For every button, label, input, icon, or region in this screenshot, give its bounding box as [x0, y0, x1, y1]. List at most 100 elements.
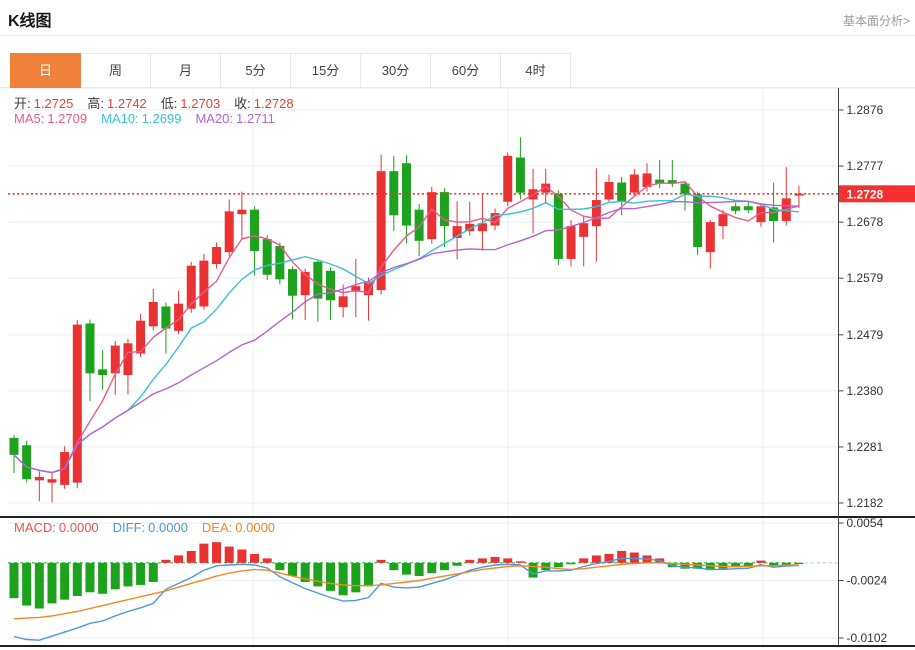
candle: [617, 182, 627, 202]
macd-bar: [756, 560, 766, 563]
ohlc-legend: 开: 1.2725 高: 1.2742 低: 1.2703 收: 1.2728: [14, 93, 308, 112]
candle: [490, 213, 500, 226]
candle: [680, 183, 690, 194]
macd-bar: [591, 555, 601, 563]
macd-bar: [338, 562, 348, 596]
tab-4时[interactable]: 4时: [501, 53, 571, 88]
price-axis-label: 1.2380: [847, 384, 884, 398]
macd-bar: [604, 553, 614, 563]
tab-周[interactable]: 周: [81, 53, 151, 88]
macd-bar: [769, 562, 779, 566]
macd-axis-label: -0.0024: [847, 574, 888, 588]
candle: [439, 192, 449, 227]
macd-bar: [288, 562, 298, 577]
macd-bar: [123, 562, 133, 587]
macd-bar: [579, 558, 589, 563]
ma5-line: [13, 181, 800, 474]
candle: [465, 223, 475, 232]
fundamental-analysis-link[interactable]: 基本面分析>: [842, 14, 910, 28]
price-axis-label: 1.2777: [847, 159, 884, 173]
tab-5分[interactable]: 5分: [221, 53, 291, 88]
macd-bar: [553, 562, 563, 568]
macd-bar: [262, 558, 272, 563]
macd-bar: [363, 562, 373, 587]
topbar: K线图 基本面分析>: [0, 0, 915, 35]
macd-bar: [161, 559, 171, 563]
macd-bar: [186, 551, 196, 563]
candle: [667, 180, 677, 184]
candle: [199, 260, 209, 307]
macd-bar: [199, 543, 209, 563]
macd-bar: [414, 562, 424, 577]
candle: [136, 320, 146, 354]
price-axis-label: 1.2876: [847, 103, 884, 117]
interval-tabs: 日周月 5分 15分 30分 60分 4时: [10, 53, 571, 88]
macd-bar: [541, 562, 551, 571]
price-axis-label: 1.2479: [847, 328, 884, 342]
candle: [553, 193, 563, 259]
macd-bar: [401, 562, 411, 575]
candle: [262, 239, 272, 275]
candle: [503, 155, 513, 202]
candle: [769, 207, 779, 221]
candle: [174, 303, 184, 331]
macd-bar: [667, 562, 677, 568]
candle: [655, 179, 665, 184]
candle: [313, 261, 323, 299]
macd-axis-label: -0.0102: [847, 631, 888, 645]
macd-bar: [110, 562, 120, 590]
tab-15分[interactable]: 15分: [291, 53, 361, 88]
candle: [363, 281, 373, 296]
candle: [452, 226, 462, 238]
candle: [110, 345, 120, 374]
macd-bar: [490, 556, 500, 563]
candle: [427, 192, 437, 240]
price-axis-label: 1.2182: [847, 496, 884, 510]
candle: [414, 209, 424, 241]
header-divider: [0, 35, 915, 36]
macd-bar: [237, 549, 247, 563]
candle: [338, 296, 348, 308]
current-price-tag-label: 1.2728: [847, 187, 884, 201]
macd-bar: [60, 562, 70, 600]
macd-bar: [680, 562, 690, 569]
macd-bar: [300, 562, 310, 582]
macd-bar: [617, 551, 627, 563]
candle: [288, 269, 298, 296]
macd-bar: [250, 553, 260, 563]
candle: [756, 206, 766, 223]
macd-bar: [313, 562, 323, 587]
candle: [566, 226, 576, 259]
candle: [9, 437, 19, 455]
candle: [389, 171, 399, 216]
macd-bar: [351, 562, 361, 593]
ma20-legend-item: MA20: 1.2711: [195, 111, 275, 126]
candle: [326, 270, 335, 301]
macd-bar: [174, 555, 184, 563]
candle: [477, 223, 487, 232]
macd-bar: [465, 559, 475, 563]
candle: [705, 222, 715, 253]
candle: [250, 209, 260, 252]
macd-bar: [743, 562, 753, 567]
macd-legend: MACD: 0.0000 DIFF: 0.0000 DEA: 0.0000: [14, 520, 289, 535]
dea-legend-item: DEA: 0.0000: [201, 520, 276, 535]
macd-bar: [477, 558, 487, 563]
candle: [743, 206, 753, 211]
tab-30分[interactable]: 30分: [361, 53, 431, 88]
diff-legend-item: DIFF: 0.0000: [112, 520, 188, 535]
candle: [794, 193, 804, 196]
tab-60分[interactable]: 60分: [431, 53, 501, 88]
macd-bar: [566, 562, 576, 565]
macd-bar: [136, 562, 146, 585]
candle: [212, 247, 222, 265]
macd-axis-label: 0.0054: [847, 516, 884, 530]
candle: [224, 211, 234, 253]
candle: [98, 369, 108, 376]
macd-bar: [275, 562, 285, 571]
tab-月[interactable]: 月: [151, 53, 221, 88]
tab-日[interactable]: 日: [10, 53, 81, 88]
macd-bar: [85, 562, 95, 593]
candle: [123, 343, 133, 376]
